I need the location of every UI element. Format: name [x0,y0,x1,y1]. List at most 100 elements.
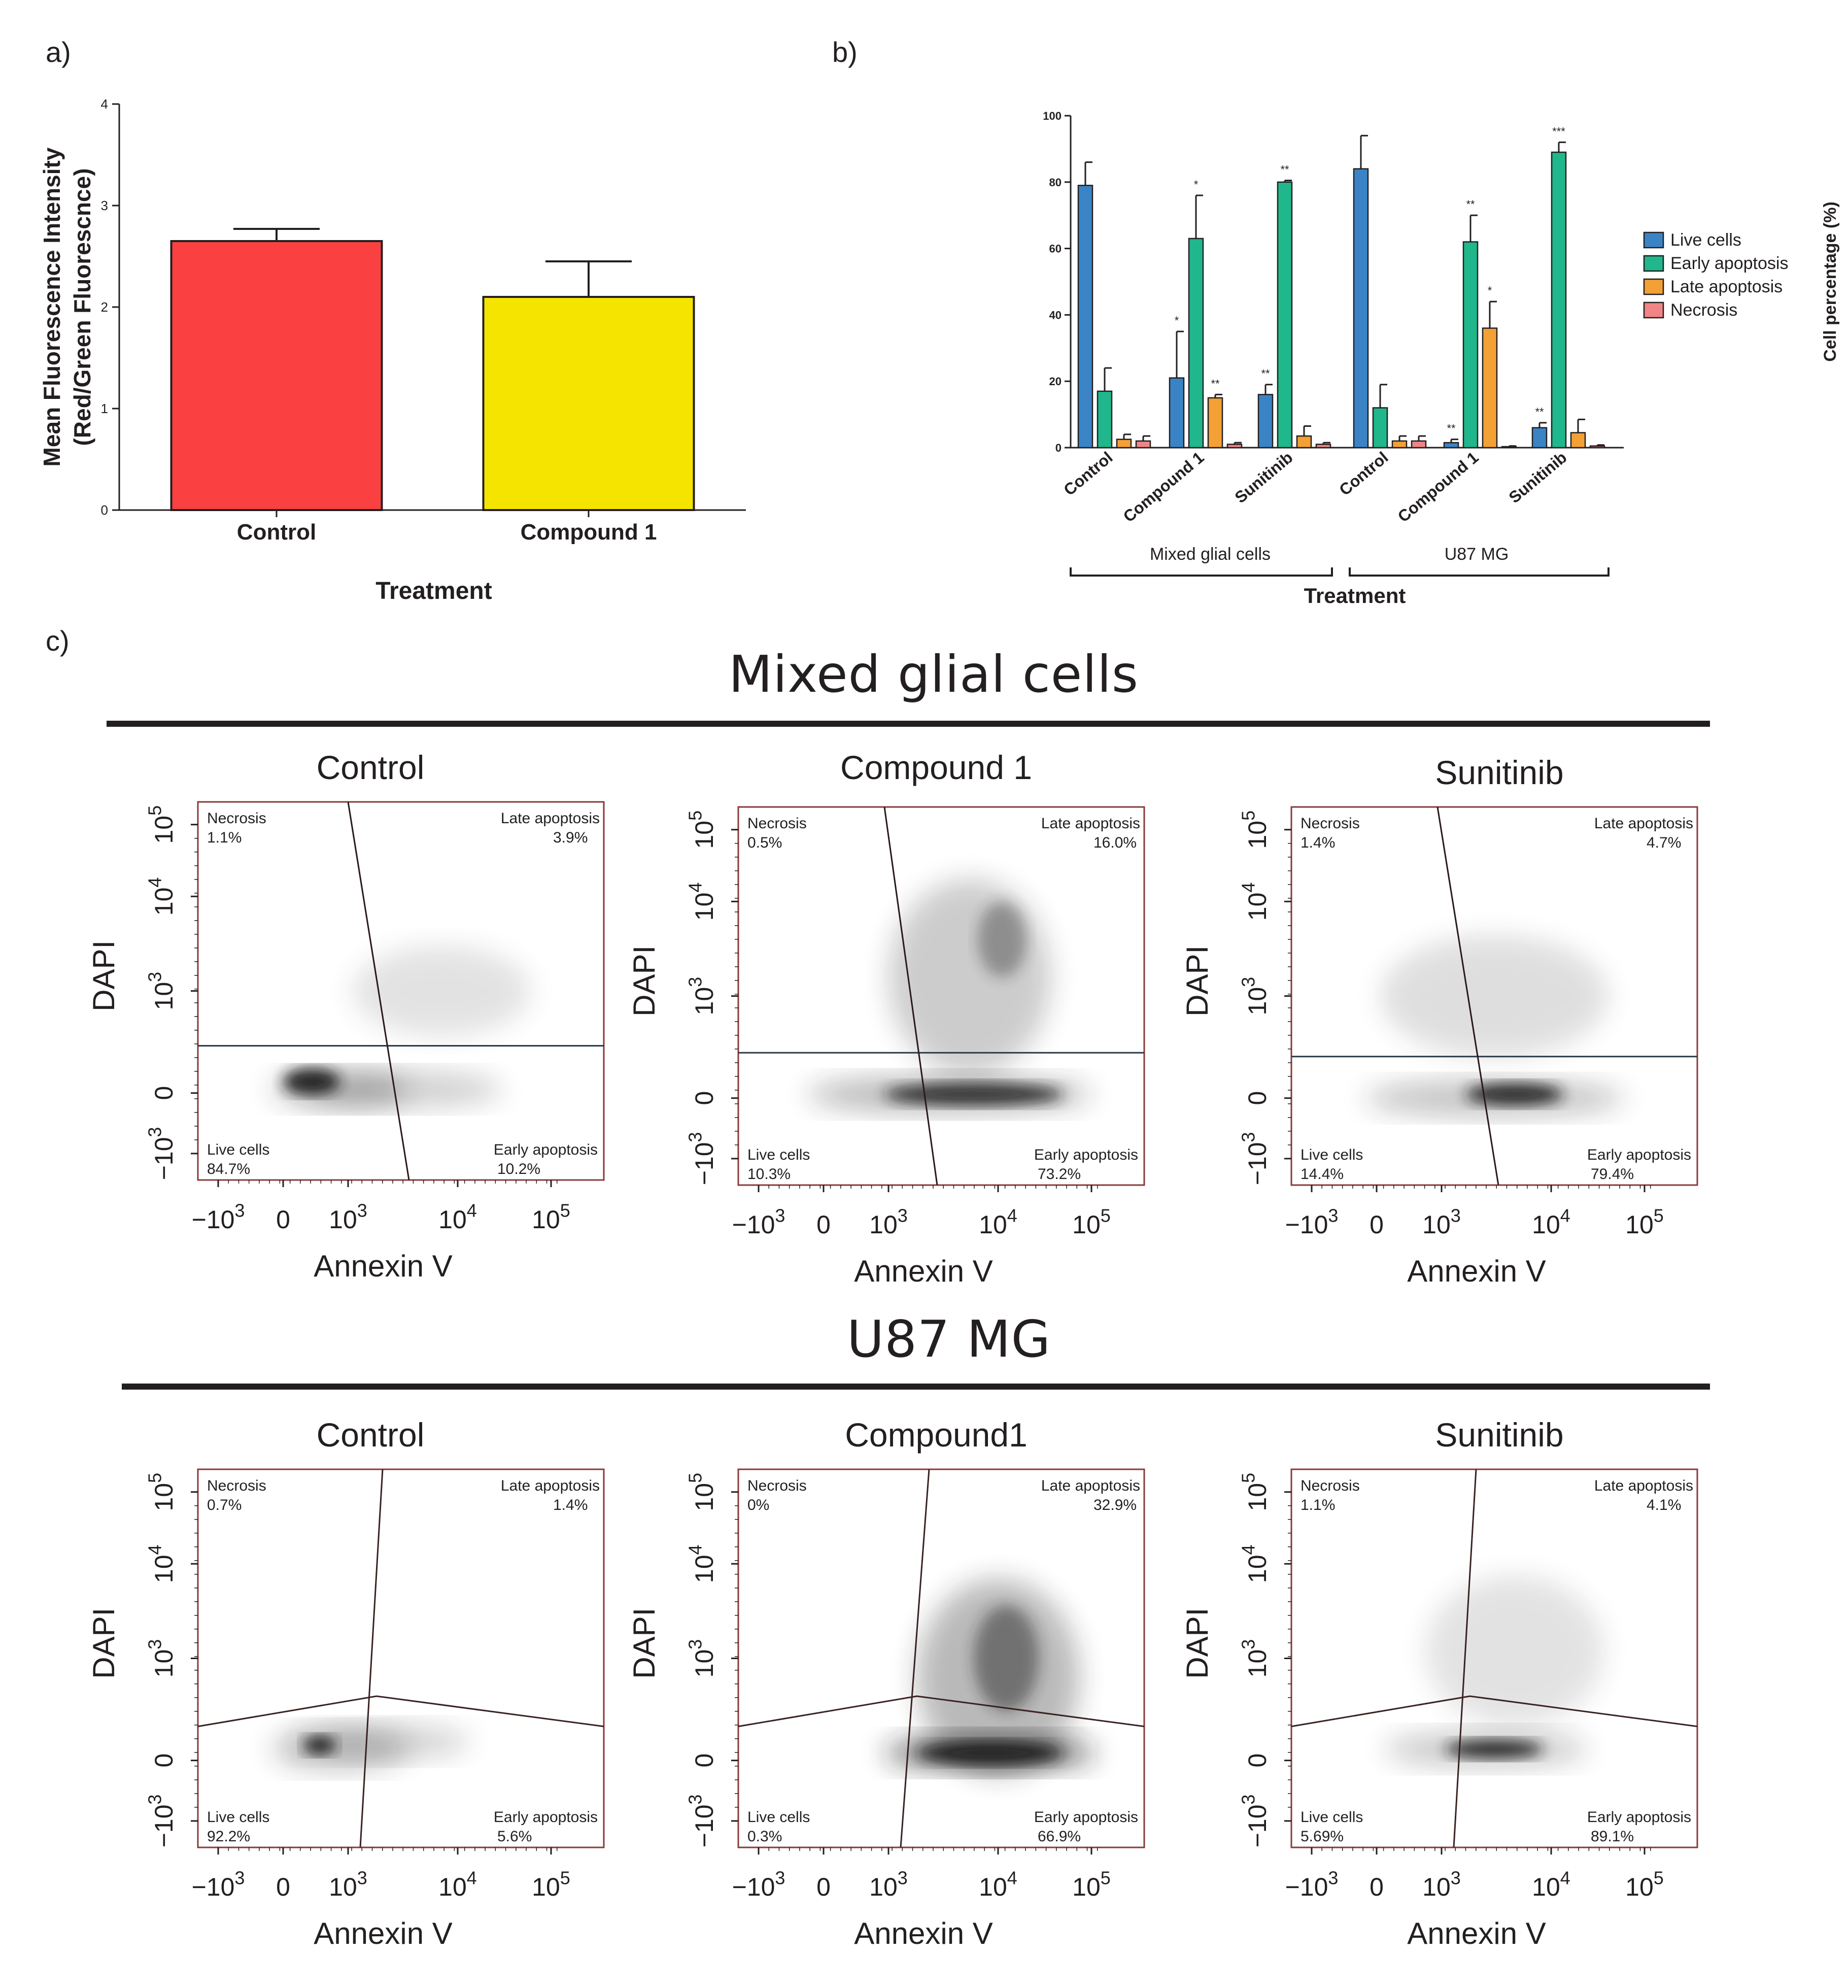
x-tick-label-c: 0 [816,1210,831,1239]
y-tick-label-c: −103 [1238,1794,1272,1847]
flow-plot-title: Control [317,1416,425,1454]
panel-label-c: c) [46,625,70,657]
density-blob [1466,1083,1563,1106]
density-cloud [884,1579,1096,1776]
quadrant-value-necrosis: 1.4% [1301,834,1335,851]
x-tick-label-c: 104 [1532,1205,1570,1239]
bar-b-3-4 [1501,446,1517,449]
quadrant-gate-horizontal [197,1695,604,1728]
bar-b-0-5 [1531,427,1548,449]
quadrant-name-early: Early apoptosis [1587,1809,1691,1826]
y-tick-label-c: −103 [1238,1132,1272,1185]
y-axis-title-c: DAPI [1180,1608,1214,1679]
x-tick-label-c: 103 [869,1868,908,1902]
bar-b-2-5 [1570,432,1586,449]
bar-b-1-0 [1097,390,1113,449]
density-blob [978,901,1026,978]
quadrant-value-early: 10.2% [497,1161,540,1177]
density-blob [917,1741,1063,1765]
x-tick-label-c: 105 [1072,1868,1111,1902]
quadrant-name-necrosis: Necrosis [747,815,807,832]
quadrant-gate-horizontal [738,1695,1145,1728]
x-tick-label-c: 104 [1532,1868,1570,1902]
bar-b-2-1 [1207,397,1223,449]
y-tick-label-a: 0 [101,502,108,518]
quadrant-name-late: Late apoptosis [1594,1477,1693,1494]
x-axis-title-c: Annexin V [854,1916,993,1950]
density-blob [884,1083,1063,1106]
y-tick-label-group: 104 [685,882,719,921]
y-tick-label-c: 105 [685,811,719,849]
quadrant-gate-vertical [900,1469,930,1848]
bar-b-0-2 [1257,394,1274,449]
y-axis-title-c: DAPI [627,1608,661,1679]
significance-marker-b: ** [1280,163,1289,176]
quadrant-value-necrosis: 0.5% [747,834,782,851]
flow-plot-0-0: Control Necrosis 1.1% Late apoptosis 3.9% Liv… [87,749,605,1283]
x-tick-label-c: 0 [276,1873,290,1901]
density-cloud [271,946,531,1108]
quadrant-gate-vertical [359,1469,384,1848]
x-tick-label-c: −103 [192,1868,245,1902]
y-axis-title-a-line2: (Red/Green Fluorescnce) [69,168,95,446]
y-tick-label-c: 104 [685,882,719,921]
y-tick-label-group: −103 [1238,1794,1272,1847]
quadrant-name-early: Early apoptosis [494,1141,598,1158]
quadrant-name-early: Early apoptosis [1034,1147,1138,1163]
bar-b-3-2 [1315,444,1331,449]
y-tick-label-c: 103 [1238,977,1272,1016]
quadrant-gate-vertical [883,806,938,1186]
x-tick-label-c: 103 [329,1200,367,1234]
density-blob [299,1070,502,1108]
y-tick-label-c: −103 [145,1794,179,1847]
y-tick-label-c: 103 [1238,1639,1272,1678]
quadrant-name-live: Live cells [1301,1147,1363,1163]
quadrant-value-live: 5.69% [1301,1828,1344,1845]
y-tick-label-c: −103 [145,1127,179,1180]
flow-plot-title: Compound 1 [840,749,1032,786]
y-tick-label-group: 104 [145,877,179,916]
quadrant-name-late: Late apoptosis [1594,815,1693,832]
panel-label-a: a) [46,36,71,68]
quadrant-name-late: Late apoptosis [501,1477,600,1494]
quadrant-value-necrosis: 0.7% [207,1497,242,1513]
y-tick-label-c: −103 [685,1794,719,1847]
y-tick-label-group: 105 [145,805,179,844]
significance-marker-b: *** [1552,125,1565,138]
y-axis-title-b: Cell percentage (%) [1821,201,1840,362]
bar-a-1 [482,296,695,511]
y-axis-title-c: DAPI [87,940,121,1012]
flow-plot-0-2: Sunitinib Necrosis 1.4% Late apoptosis 4.7% L… [1180,754,1698,1288]
legend-label-b: Late apoptosis [1670,277,1783,296]
quadrant-value-necrosis: 0% [747,1497,769,1513]
quadrant-value-necrosis: 1.1% [1301,1497,1335,1513]
significance-marker-b: * [1488,284,1492,297]
x-axis-title-a: Treatment [375,578,492,604]
group-bracket-b [1070,567,1333,577]
y-tick-label-c: 105 [685,1473,719,1511]
x-axis-title-c: Annexin V [854,1254,993,1288]
y-tick-label-b: 100 [1043,110,1062,122]
flow-plot-1-2: Sunitinib Necrosis 1.1% Late apoptosis 4.1% L… [1180,1416,1698,1950]
quadrant-gate-vertical [347,801,410,1181]
significance-marker-b: ** [1211,377,1220,390]
legend-label-b: Live cells [1670,230,1741,250]
y-tick-label-c: −103 [685,1132,719,1185]
y-tick-label-group: 105 [1238,811,1272,849]
x-tick-label-c: 105 [532,1200,570,1234]
x-axis-title-c: Annexin V [314,1916,453,1950]
significance-marker-b: * [1175,314,1179,327]
density-blob [1446,1739,1543,1759]
quadrant-value-live: 92.2% [207,1828,250,1845]
y-tick-label-group: 0 [150,1086,178,1100]
density-cloud [1385,1575,1604,1768]
x-tick-label-c: 104 [979,1868,1017,1902]
flow-plot-title: Sunitinib [1435,754,1563,791]
y-tick-label-group: −103 [685,1132,719,1185]
density-cloud [1364,935,1624,1117]
x-tick-label-c: 105 [1072,1205,1111,1239]
y-axis-title-c: DAPI [87,1608,121,1679]
quadrant-value-early: 79.4% [1591,1166,1634,1183]
flow-plot-title: Control [317,749,425,786]
